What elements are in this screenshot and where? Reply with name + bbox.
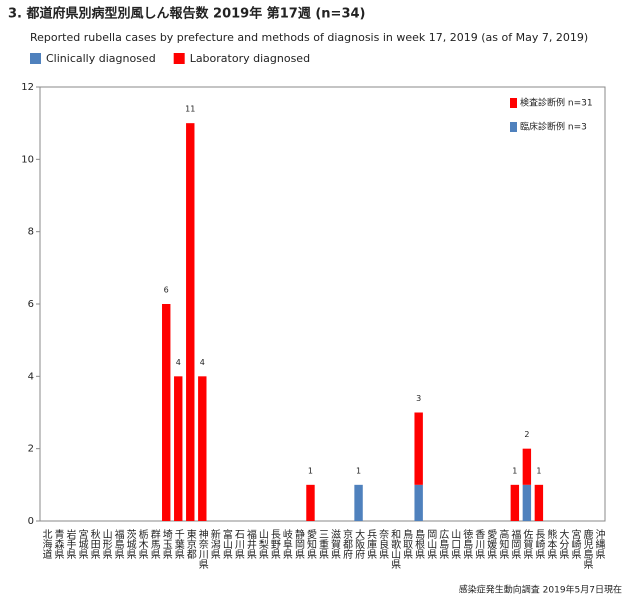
y-tick-label: 10	[21, 154, 34, 165]
x-tick-label: 山口県	[449, 529, 461, 560]
bar-segment	[414, 412, 423, 485]
bar-segment	[186, 123, 195, 522]
bar-segment	[510, 484, 520, 521]
x-tick-label: 福島県	[112, 528, 124, 560]
x-tick-label: 大分県	[557, 528, 569, 560]
data-label: 1	[356, 466, 361, 475]
x-tick-label: 鹿児島県	[581, 528, 593, 570]
x-tick-label: 千葉県	[172, 529, 184, 560]
x-tick-label: 岡山県	[425, 529, 437, 560]
x-tick-label: 青森県	[52, 528, 64, 560]
x-tick-label: 群馬県	[148, 528, 160, 560]
x-tick-label: 秋田県	[88, 528, 100, 560]
x-tick-label: 熊本県	[545, 528, 557, 560]
bar-segment	[174, 376, 183, 521]
x-tick-label: 高知県	[497, 528, 509, 560]
x-tick-label: 埼玉県	[160, 528, 172, 560]
chart-title: 3. 都道府県別病型別風しん報告数 2019年 第17週 (n=34)	[8, 6, 365, 22]
bar-segment	[162, 304, 171, 521]
data-label: 3	[416, 394, 421, 403]
y-tick-label: 2	[28, 444, 34, 455]
x-tick-label: 静岡県	[292, 528, 304, 560]
data-label: 1	[536, 466, 541, 475]
bar-segment	[198, 376, 207, 521]
data-label: 1	[308, 466, 313, 475]
x-tick-label: 栃木県	[136, 528, 148, 560]
legend-swatch	[30, 53, 41, 64]
data-label: 1	[512, 466, 517, 475]
legend-label: Clinically diagnosed	[46, 52, 156, 65]
x-tick-label: 長野県	[268, 529, 280, 560]
x-tick-label: 徳島県	[461, 528, 473, 560]
bar-segment	[414, 484, 423, 521]
x-tick-label: 沖縄県	[593, 528, 605, 560]
data-label: 4	[200, 358, 205, 367]
x-tick-label: 神奈川県	[196, 528, 208, 570]
x-tick-label: 宮城県	[76, 528, 88, 560]
x-tick-label: 島根県	[413, 528, 425, 560]
y-tick-label: 12	[21, 82, 34, 93]
x-tick-label: 京都府	[341, 528, 353, 560]
inner-legend-label: 検査診断例 n=31	[520, 97, 593, 109]
bar-segment	[306, 484, 315, 521]
x-tick-label: 福井県	[244, 528, 256, 560]
x-tick-label: 山形県	[100, 529, 112, 560]
x-tick-label: 石川県	[232, 529, 244, 560]
x-tick-label: 兵庫県	[365, 528, 377, 560]
plot-frame	[39, 86, 606, 522]
x-tick-label: 茨城県	[124, 528, 136, 560]
inner-legend-swatch	[510, 122, 517, 132]
inner-legend-label: 臨床診断例 n=3	[520, 121, 587, 133]
data-label: 11	[185, 105, 195, 114]
x-tick-label: 和歌山県	[389, 529, 401, 570]
legend-swatch	[173, 53, 185, 64]
x-tick-label: 新潟県	[208, 528, 220, 560]
data-label: 6	[164, 286, 169, 295]
x-tick-label: 宮崎県	[569, 528, 581, 560]
x-tick-label: 鳥取県	[401, 528, 413, 560]
y-tick-label: 0	[28, 516, 34, 527]
bar-segment	[354, 484, 363, 521]
bar-segment	[522, 448, 532, 485]
inner-legend-swatch	[510, 98, 517, 108]
x-tick-label: 富山県	[220, 528, 232, 560]
x-tick-label: 香川県	[473, 529, 485, 560]
x-tick-label: 大阪府	[353, 528, 365, 560]
source-note: 感染症発生動向調査 2019年5月7日現在	[459, 584, 622, 596]
y-tick-label: 6	[28, 299, 34, 310]
x-tick-label: 岩手県	[64, 528, 76, 560]
x-tick-label: 奈良県	[377, 528, 389, 560]
y-tick-label: 8	[28, 227, 34, 238]
x-tick-label: 岐阜県	[280, 528, 292, 560]
data-label: 4	[176, 358, 181, 367]
x-tick-label: 山梨県	[256, 529, 268, 560]
bar-segment	[522, 484, 532, 521]
x-tick-label: 広島県	[437, 528, 449, 560]
data-label: 2	[524, 430, 529, 439]
x-tick-label: 北海道	[40, 529, 52, 559]
x-tick-label: 愛知県	[304, 528, 316, 560]
chart-subtitle: Reported rubella cases by prefecture and…	[30, 31, 588, 44]
bar-segment	[534, 484, 544, 521]
x-tick-label: 東京都	[184, 528, 196, 560]
x-tick-label: 愛媛県	[485, 528, 497, 560]
x-tick-label: 三重県	[317, 529, 329, 560]
x-tick-label: 長崎県	[533, 529, 545, 560]
legend-label: Laboratory diagnosed	[190, 52, 310, 65]
x-tick-label: 佐賀県	[521, 529, 533, 560]
x-tick-label: 福岡県	[509, 528, 521, 560]
x-tick-label: 滋賀県	[329, 528, 341, 560]
y-tick-label: 4	[28, 371, 34, 382]
